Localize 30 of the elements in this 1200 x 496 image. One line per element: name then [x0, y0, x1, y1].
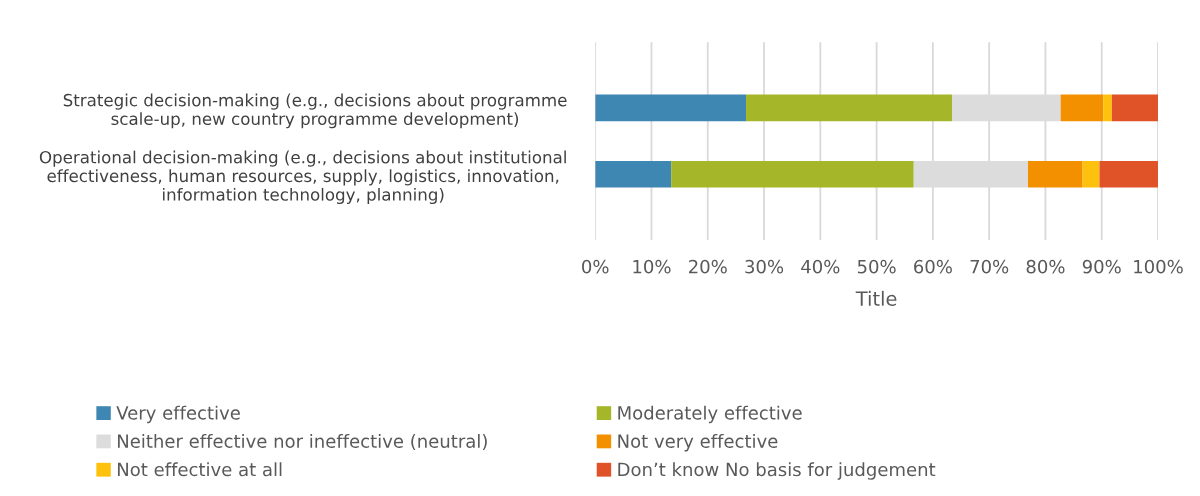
y-tick-label: Strategic decision-making (e.g., decisions about programme scale-up, new country programme development): [63, 93, 567, 129]
bar: [1111, 94, 1158, 122]
bar: [746, 94, 953, 122]
bar: [1060, 94, 1104, 122]
legend-label: Not very effective: [618, 433, 778, 452]
legend-label: Don’t know No basis for judgement: [618, 462, 936, 480]
bar: [1082, 161, 1100, 188]
x-tick-label: 80%: [1026, 259, 1065, 274]
x-tick-label: 0%: [582, 259, 609, 274]
bar: [1099, 161, 1158, 188]
legend-label: Moderately effective: [618, 405, 802, 424]
bar: [671, 161, 914, 188]
legend-label: Neither effective nor ineffective (neutral): [117, 433, 487, 451]
x-tick-label: 30%: [745, 259, 784, 274]
x-tick-label: 60%: [914, 259, 952, 274]
bar: [595, 94, 747, 122]
x-tick-label: 70%: [970, 259, 1009, 274]
x-tick-label: 50%: [857, 259, 896, 274]
bar: [595, 161, 672, 188]
x-tick-label: 40%: [801, 259, 840, 274]
x-tick-label: 20%: [689, 259, 727, 274]
bar: [1103, 94, 1112, 122]
x-tick-label: 90%: [1082, 259, 1121, 274]
legend-label: Very effective: [116, 405, 240, 424]
x-axis-title: Title: [855, 290, 897, 306]
x-tick-label: 100%: [1134, 259, 1183, 274]
y-tick-label: Operational decision-making (e.g., decisions about institutional effectiveness, human resources, supply, logistics, innovation, information technology, planning): [39, 150, 566, 205]
x-tick-label: 10%: [633, 259, 671, 274]
legend-label: Not effective at all: [117, 462, 282, 477]
bar: [1027, 161, 1083, 188]
